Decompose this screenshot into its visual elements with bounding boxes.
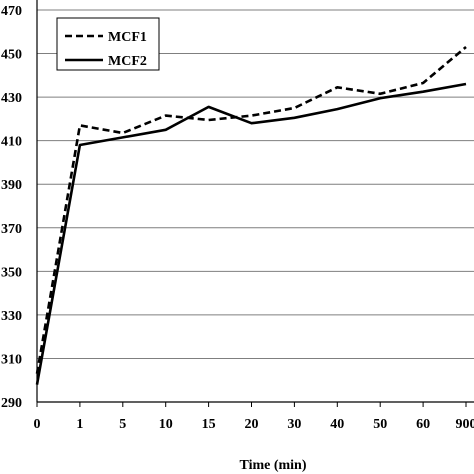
x-axis-title: Time (min) [239,458,306,473]
y-tick-label-350: 350 [1,265,22,280]
x-tick-label-20: 20 [245,417,259,432]
y-tick-label-390: 390 [1,178,22,193]
series-lines [35,46,467,385]
y-tick-label-450: 450 [1,48,22,63]
y-tick-label-410: 410 [1,135,22,150]
legend-label-mcf2: MCF2 [108,54,147,69]
y-tick-label-470: 470 [1,4,22,19]
x-tick-label-0: 0 [34,417,41,432]
series-line-mcf2 [35,82,467,385]
x-tick-labels: 0 1 5 10 15 20 30 40 50 60 900 [34,417,474,432]
x-tick-label-60: 60 [416,417,430,432]
x-tick-label-50: 50 [373,417,387,432]
y-tick-label-330: 330 [1,309,22,324]
x-tick-label-5: 5 [119,417,126,432]
x-tick-label-40: 40 [330,417,344,432]
series-line-mcf1 [35,46,467,374]
legend: MCF1 MCF2 [56,17,160,71]
legend-label-mcf1: MCF1 [108,30,147,45]
axes [36,0,474,407]
x-tick-label-10: 10 [159,417,173,432]
y-tick-label-310: 310 [1,352,22,367]
y-tick-labels: 290 310 330 350 370 390 410 430 450 470 [1,4,22,411]
x-tick-label-15: 15 [202,417,216,432]
y-tick-label-370: 370 [1,222,22,237]
y-tick-label-290: 290 [1,396,22,411]
x-tick-label-30: 30 [287,417,301,432]
legend-box [56,17,160,71]
x-tick-label-1: 1 [76,417,83,432]
x-tick-label-900: 900 [456,417,474,432]
y-tick-label-430: 430 [1,91,22,106]
